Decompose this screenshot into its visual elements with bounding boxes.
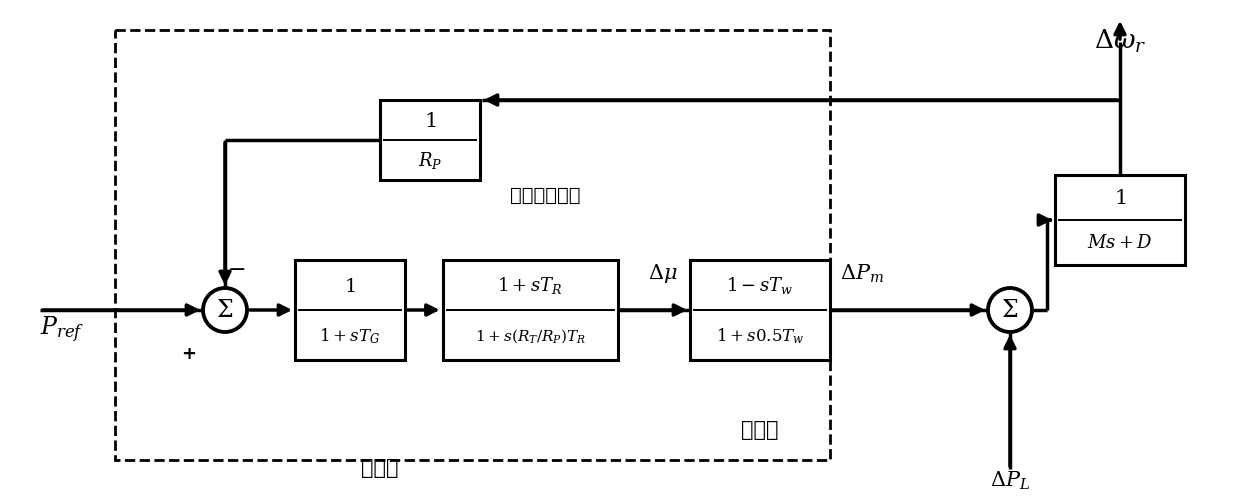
Text: $1+sT_R$: $1+sT_R$ bbox=[497, 275, 563, 296]
Bar bbox=[1055, 175, 1185, 265]
Text: $-$: $-$ bbox=[227, 258, 246, 278]
Circle shape bbox=[988, 288, 1032, 332]
Circle shape bbox=[203, 288, 247, 332]
Text: $\Delta\omega_r$: $\Delta\omega_r$ bbox=[1094, 28, 1146, 55]
Bar bbox=[689, 260, 830, 360]
Text: $\Sigma$: $\Sigma$ bbox=[1002, 298, 1018, 322]
Text: $1+s0.5T_w$: $1+s0.5T_w$ bbox=[715, 326, 805, 346]
Text: 调速器: 调速器 bbox=[361, 458, 399, 478]
Text: +: + bbox=[181, 345, 196, 363]
Text: $R_P$: $R_P$ bbox=[418, 150, 443, 171]
Bar bbox=[115, 30, 830, 460]
Text: 水轮机: 水轮机 bbox=[742, 420, 779, 440]
Text: $Ms+D$: $Ms+D$ bbox=[1087, 235, 1153, 252]
Text: $P_{ref}$: $P_{ref}$ bbox=[40, 315, 84, 345]
Text: $\Delta P_m$: $\Delta P_m$ bbox=[839, 262, 884, 285]
Bar bbox=[295, 260, 405, 360]
Text: $\Sigma$: $\Sigma$ bbox=[217, 298, 233, 322]
Text: $1-sT_w$: $1-sT_w$ bbox=[727, 275, 794, 296]
Text: $\Delta\mu$: $\Delta\mu$ bbox=[649, 262, 677, 285]
Text: $1+s(R_T/R_P)T_R$: $1+s(R_T/R_P)T_R$ bbox=[475, 327, 585, 345]
Text: $1$: $1$ bbox=[345, 276, 356, 295]
Text: $\Delta P_L$: $\Delta P_L$ bbox=[990, 470, 1030, 492]
Text: $1$: $1$ bbox=[1114, 189, 1126, 209]
Text: $1+sT_G$: $1+sT_G$ bbox=[320, 326, 381, 346]
Text: 暂态下降补偿: 暂态下降补偿 bbox=[510, 186, 580, 205]
Bar bbox=[443, 260, 618, 360]
Text: $1$: $1$ bbox=[424, 111, 436, 131]
Bar bbox=[379, 100, 480, 180]
